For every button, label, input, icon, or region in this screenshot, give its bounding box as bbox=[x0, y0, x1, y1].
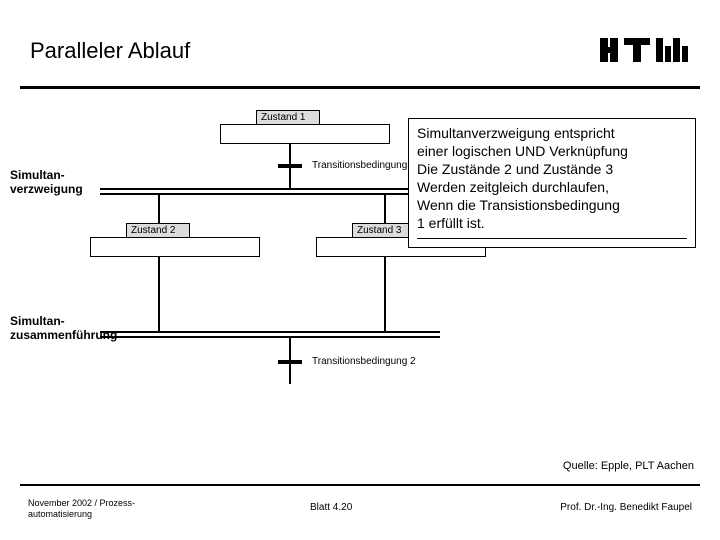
textbox-line-2: einer logischen UND Verknüpfung bbox=[417, 143, 687, 161]
footer-divider bbox=[20, 484, 700, 486]
label-merge-l2: zusammenführung bbox=[10, 328, 117, 342]
label-merge-l1: Simultan- bbox=[10, 314, 65, 328]
state-z2: Zustand 2 bbox=[126, 223, 190, 238]
simultan-merge-bar bbox=[100, 331, 440, 333]
simultan-branch-bar bbox=[100, 188, 440, 190]
footer-author: Prof. Dr.-Ing. Benedikt Faupel bbox=[560, 502, 692, 513]
state-z1-body bbox=[220, 124, 390, 144]
textbox-rule bbox=[417, 238, 687, 239]
footer-left-l1: November 2002 / Prozess- bbox=[28, 498, 135, 508]
source-citation: Quelle: Epple, PLT Aachen bbox=[563, 460, 694, 472]
textbox-line-6: 1 erfüllt ist. bbox=[417, 215, 687, 233]
connector-branch-right bbox=[384, 193, 386, 223]
state-z1: Zustand 1 bbox=[256, 110, 320, 125]
label-t1: Transitionsbedingung 1 bbox=[312, 160, 416, 171]
textbox-line-3: Die Zustände 2 und Zustände 3 bbox=[417, 161, 687, 179]
textbox-line-1: Simultanverzweigung entspricht bbox=[417, 125, 687, 143]
htw-logo-icon bbox=[600, 32, 690, 68]
slide: Paralleler Ablauf Zustand 1 Transitionsb… bbox=[0, 0, 720, 540]
state-z3: Zustand 3 bbox=[352, 223, 416, 238]
footer-page: Blatt 4.20 bbox=[310, 502, 352, 513]
connector-z1-t1 bbox=[289, 144, 291, 164]
label-branch-l1: Simultan- bbox=[10, 168, 65, 182]
footer-date: November 2002 / Prozess- automatisierung bbox=[28, 498, 135, 520]
textbox-line-5: Wenn die Transistionsbedingung bbox=[417, 197, 687, 215]
footer-left-l2: automatisierung bbox=[28, 509, 92, 519]
label-branch-l2: verzweigung bbox=[10, 182, 83, 196]
connector-t1-dbar bbox=[289, 168, 291, 188]
connector-z3-merge bbox=[384, 257, 386, 331]
connector-t2-tail bbox=[289, 364, 291, 384]
page-title: Paralleler Ablauf bbox=[30, 38, 190, 64]
textbox-line-4: Werden zeitgleich durchlaufen, bbox=[417, 179, 687, 197]
connector-merge-t2 bbox=[289, 336, 291, 360]
label-t2: Transitionsbedingung 2 bbox=[312, 356, 416, 367]
title-row: Paralleler Ablauf bbox=[0, 38, 720, 82]
title-divider bbox=[20, 86, 700, 89]
connector-branch-left bbox=[158, 193, 160, 223]
state-z2-body bbox=[90, 237, 260, 257]
connector-z2-merge bbox=[158, 257, 160, 331]
explanation-box: Simultanverzweigung entspricht einer log… bbox=[408, 118, 696, 248]
